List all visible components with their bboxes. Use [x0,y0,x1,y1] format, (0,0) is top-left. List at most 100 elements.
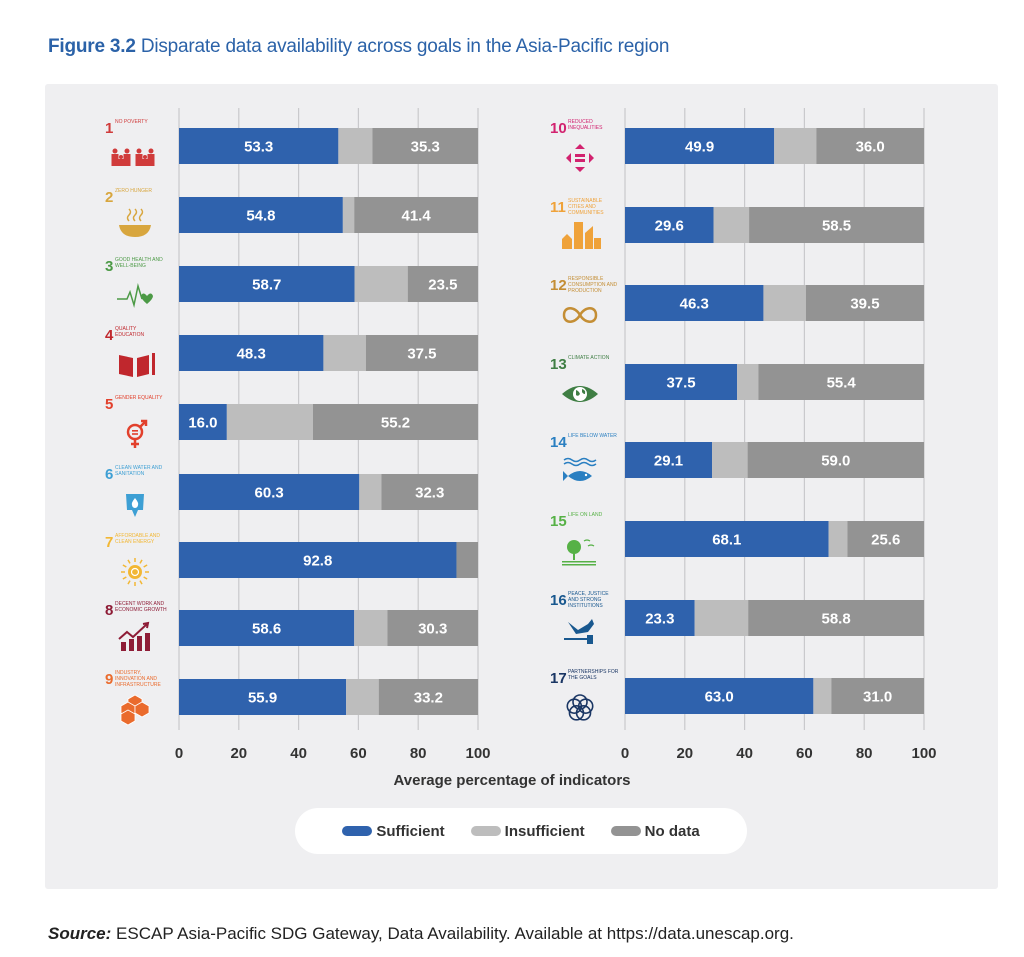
icon-part [121,642,126,651]
icon-part [128,565,142,579]
legend-swatch-sufficient [342,826,373,836]
goal-row-17: 63.0 31.0 [625,678,924,714]
icon-part [143,155,147,159]
bar-value-no-data: 59.0 [821,453,850,470]
bar-no-data [816,128,924,164]
bar-insufficient [323,335,366,371]
goal-name: PEACE, JUSTICE [568,591,609,597]
bar-no-data [365,335,478,371]
icon-part [567,540,581,554]
city-icon [562,222,601,249]
goal-name: PRODUCTION [568,288,602,294]
bar-value-no-data: 31.0 [863,689,892,706]
goal-number: 4 [105,327,114,344]
icon-part [152,353,155,375]
icon-part [130,567,140,577]
bar-no-data [407,266,478,302]
bar-value-no-data: 55.4 [827,375,857,392]
icon-part [575,159,585,162]
goal-name: LIFE BELOW WATER [568,433,617,439]
icon-part [568,619,594,634]
goal-number: 1 [105,120,113,137]
bar-sufficient [179,197,343,233]
bar-value-sufficient: 16.0 [188,415,217,432]
goal-number: 2 [105,189,113,206]
bar-value-no-data: 39.5 [850,296,879,313]
bar-value-no-data: 23.5 [428,277,457,294]
bar-value-no-data: 58.8 [821,611,850,628]
goal-name: PARTNERSHIPS FOR [568,669,619,675]
goal-row-13: 37.5 55.4 [625,364,924,400]
bar-sufficient [625,364,738,400]
bar-value-sufficient: 63.0 [705,689,734,706]
goal-name: INDUSTRY, [115,670,141,676]
dove-gavel-icon [564,619,594,644]
x-tick-label: 20 [676,745,693,762]
goal-label-15: 15 LIFE ON LAND [550,512,603,566]
icon-part [139,580,143,585]
goal-name: SANITATION [115,471,145,477]
bar-value-sufficient: 92.8 [303,553,332,570]
icon-part [119,155,123,159]
icon-part [148,148,154,154]
goal-row-7: 92.8 [179,542,478,578]
x-tick-label: 80 [410,745,427,762]
goal-row-10: 49.9 36.0 [625,128,924,164]
goal-name: RESPONSIBLE [568,276,604,282]
goal-number: 10 [550,120,567,137]
x-tick-label: 40 [736,745,753,762]
icon-part [123,154,131,166]
bar-no-data [378,679,478,715]
right-gridlines [624,108,925,730]
goal-number: 14 [550,434,567,451]
bar-sufficient [179,266,355,302]
source-label: Source: [48,924,112,943]
icon-part [562,307,598,323]
icon-part [117,283,143,308]
goal-row-8: 58.6 30.3 [179,610,478,646]
bar-no-data [354,197,478,233]
icon-part [566,698,583,714]
bar-no-data [758,364,924,400]
bar-insufficient [354,610,388,646]
icon-part [120,709,136,726]
equality-arrows-icon [566,144,594,172]
icon-part [127,580,131,585]
icon-part [142,621,150,629]
legend-item-sufficient: Sufficient [342,822,445,840]
goal-name: QUALITY [115,326,137,332]
goal-name: REDUCED [568,119,593,125]
icon-part [568,705,585,721]
icon-part [143,576,148,580]
icon-part [131,439,139,448]
bar-no-data [312,404,478,440]
goal-name: CITIES AND [568,204,596,210]
icon-part [119,355,149,377]
legend-label-sufficient: Sufficient [376,822,445,840]
bar-insufficient [713,207,750,243]
x-tick-label: 40 [290,745,307,762]
bar-insufficient [226,404,313,440]
bar-insufficient [354,266,408,302]
bar-no-data [805,285,924,321]
icon-part [574,222,583,249]
icon-part [126,423,144,441]
goal-row-4: 48.3 37.5 [179,335,478,371]
bar-no-data [847,521,924,557]
x-tick-label: 100 [911,745,936,762]
icon-part [143,564,148,568]
x-tick-label: 60 [350,745,367,762]
sun-power-icon [121,558,149,586]
bar-value-sufficient: 58.6 [252,621,281,638]
goal-number: 12 [550,277,567,294]
bar-sufficient [179,474,360,510]
bar-sufficient [625,678,814,714]
goal-name: INEQUALITIES [568,125,603,131]
